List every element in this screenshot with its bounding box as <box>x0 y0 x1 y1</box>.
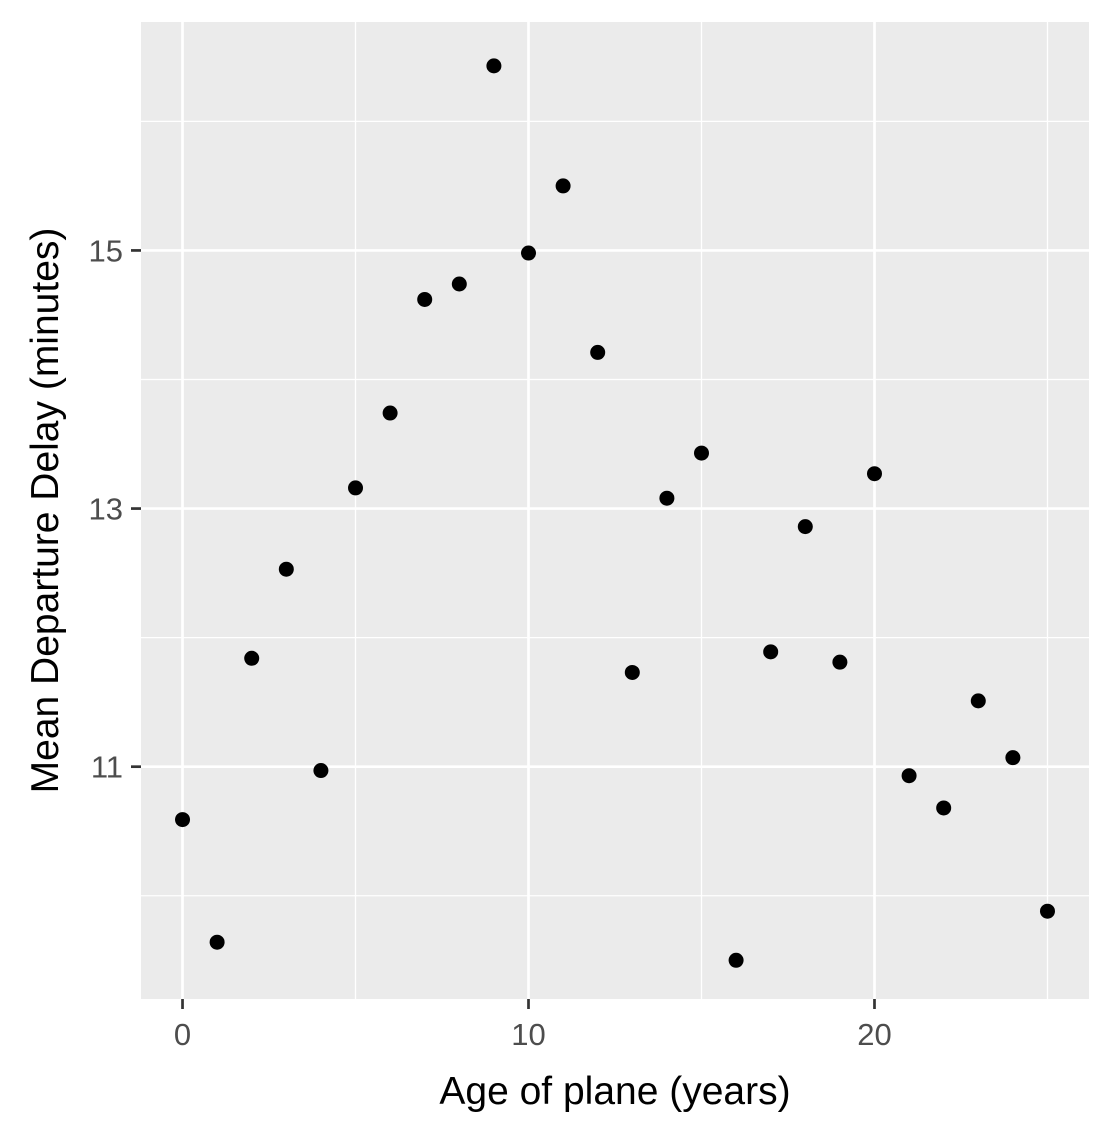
y-axis-ticks: 11 13 15 <box>89 233 141 785</box>
data-point <box>175 812 191 828</box>
data-point <box>521 245 537 261</box>
data-point <box>936 800 952 816</box>
data-point <box>901 768 917 784</box>
data-point <box>313 763 329 779</box>
data-point <box>486 58 502 74</box>
x-axis-ticks: 0 10 20 <box>174 999 892 1052</box>
data-point <box>970 693 986 709</box>
data-point <box>417 291 433 307</box>
data-point <box>244 650 260 666</box>
y-axis-title: Mean Departure Delay (minutes) <box>24 228 67 794</box>
data-point <box>797 519 813 535</box>
data-point <box>348 480 364 496</box>
plot-panel <box>141 22 1089 999</box>
data-point <box>866 466 882 482</box>
x-tick-label: 20 <box>857 1017 891 1052</box>
y-tick-label: 13 <box>89 492 123 527</box>
data-point <box>728 952 744 968</box>
data-point <box>832 654 848 670</box>
data-point <box>382 405 398 421</box>
data-point <box>763 644 779 660</box>
data-point <box>693 445 709 461</box>
data-point <box>624 664 640 680</box>
data-point <box>1039 903 1055 919</box>
data-point <box>659 490 675 506</box>
data-point <box>590 344 606 360</box>
data-point <box>278 561 294 577</box>
x-tick-label: 0 <box>174 1017 191 1052</box>
data-point <box>1005 750 1021 766</box>
data-point <box>555 178 571 194</box>
data-points <box>175 58 1055 968</box>
data-point <box>209 934 225 950</box>
minor-grid <box>141 22 1089 999</box>
data-point <box>451 276 467 292</box>
x-axis-title: Age of plane (years) <box>439 1070 790 1113</box>
x-tick-label: 10 <box>511 1017 545 1052</box>
y-tick-label: 11 <box>91 750 123 785</box>
y-tick-label: 15 <box>89 233 123 268</box>
major-grid <box>141 22 1089 999</box>
